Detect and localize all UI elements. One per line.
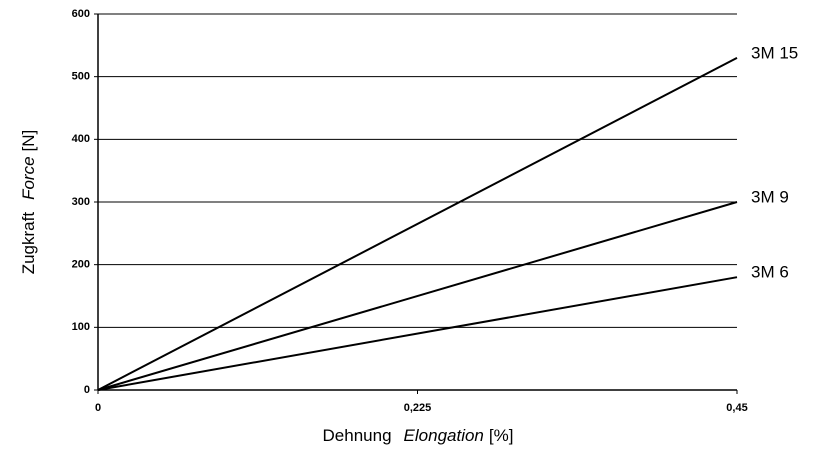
y-tick-label: 0 [84,384,90,396]
y-tick-label: 600 [72,8,90,20]
y-tick-label: 400 [72,133,90,145]
x-axis-title-part: Dehnung [323,426,392,445]
y-tick-label: 300 [72,196,90,208]
y-axis-title-part: Zugkraft [19,212,38,275]
y-tick-label: 100 [72,321,90,333]
y-tick-label: 500 [72,71,90,83]
x-tick-label: 0 [95,402,101,414]
y-axis-title: Zugkraft Force [N] [19,130,38,275]
series-label: 3M 15 [751,43,798,62]
y-tick-label: 200 [72,259,90,271]
series-line [97,201,738,391]
y-axis-title-part: [N] [19,130,38,152]
series-line [97,56,738,391]
x-tick-label: 0,45 [726,402,747,414]
x-axis-title: Dehnung Elongation [%] [323,426,514,445]
x-axis-title-part: [%] [489,426,514,445]
x-tick-label: 0,225 [404,402,432,414]
x-axis-title-part: Elongation [404,426,484,445]
y-axis-title-part: Force [19,156,38,199]
series-line [97,276,738,391]
series-label: 3M 9 [751,187,789,206]
series-label: 3M 6 [751,263,789,282]
